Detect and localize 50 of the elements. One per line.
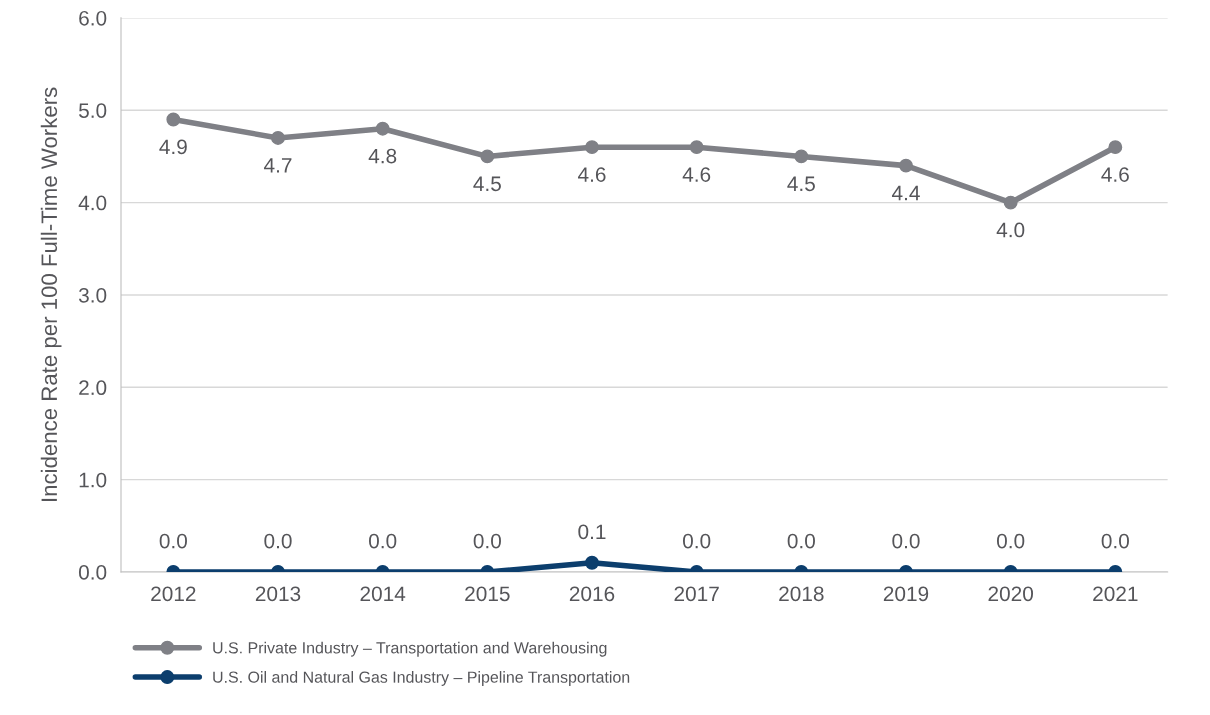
data-label: 0.0 (996, 533, 1025, 549)
point (1108, 140, 1123, 155)
data-label: 0.0 (1101, 533, 1129, 549)
data-label: 0.0 (473, 533, 501, 549)
y-tick-label: 5.0 (78, 103, 107, 118)
data-label: 4.9 (159, 139, 187, 155)
point (271, 130, 285, 145)
x-tick-label: 2018 (779, 586, 824, 602)
point (480, 149, 495, 164)
data-label: 4.4 (891, 185, 920, 201)
x-tick-label: 2016 (569, 586, 615, 602)
data-label: 4.6 (1101, 167, 1129, 182)
x-tick-label: 2013 (255, 586, 301, 602)
data-label: 0.0 (787, 533, 815, 549)
y-tick-label: 3.0 (78, 287, 107, 303)
data-label: 0.0 (369, 533, 397, 549)
data-label: 4.5 (473, 176, 501, 192)
y-tick-label: 0.0 (78, 565, 107, 580)
y-tick-label: 4.0 (78, 195, 107, 211)
x-tick-label: 2020 (988, 586, 1034, 602)
point (689, 140, 704, 155)
data-label: 4.0 (996, 222, 1025, 238)
y-tick-label: 1.0 (79, 472, 107, 488)
data-label: 4.7 (264, 158, 292, 173)
point (585, 140, 599, 155)
data-label: 0.0 (892, 533, 920, 549)
x-tick-label: 2014 (360, 586, 406, 602)
point (166, 112, 181, 127)
data-label: 0.0 (264, 533, 292, 549)
y-tick-label: 2.0 (79, 380, 107, 396)
data-label: 4.5 (787, 176, 815, 192)
data-label: 0.0 (159, 533, 187, 549)
y-tick-label: 6.0 (79, 10, 107, 26)
point (375, 121, 390, 136)
x-tick-label: 2012 (151, 586, 196, 602)
point (1003, 195, 1018, 210)
legend-label: U.S. Oil and Natural Gas Industry – Pipeline Transportation (213, 671, 630, 686)
data-label: 0.1 (578, 524, 606, 540)
x-tick-label: 2021 (1093, 586, 1138, 602)
data-label: 4.6 (577, 167, 606, 182)
data-label: 0.0 (682, 533, 711, 549)
x-tick-label: 2015 (465, 586, 510, 602)
legend-label: U.S. Private Industry – Transportation and Warehousing (213, 641, 607, 657)
point (794, 149, 809, 164)
y-axis-title: Incidence Rate per 100 Full-Time Workers (40, 87, 62, 501)
point (899, 158, 913, 173)
data-label: 4.6 (682, 167, 711, 182)
x-tick-label: 2017 (674, 586, 719, 602)
x-tick-label: 2019 (883, 586, 929, 602)
data-label: 4.8 (368, 148, 397, 164)
